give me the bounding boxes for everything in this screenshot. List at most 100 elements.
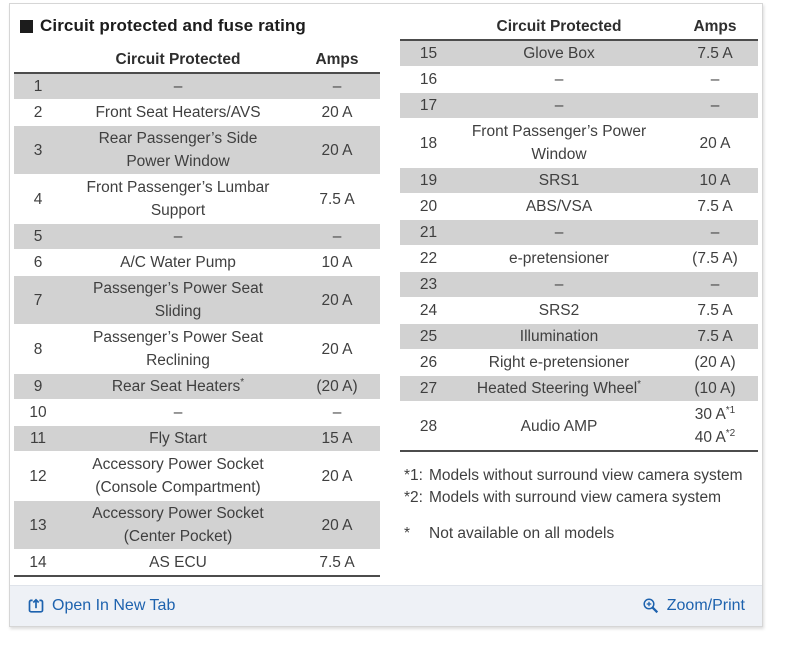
zoom-print-label: Zoom/Print (666, 597, 745, 614)
amps-cell: 20 A (294, 125, 380, 175)
section-title: Circuit protected and fuse rating (20, 16, 380, 36)
amps-cell: 7.5 A (319, 554, 355, 571)
amps-cell: 10 A (672, 167, 758, 194)
column-header-amps: Amps (294, 47, 380, 74)
footnote: * Not available on all models (404, 525, 615, 542)
fuse-row: 10 – – (14, 399, 380, 426)
fuse-number-cell: 14 (29, 554, 47, 571)
fuse-number-cell: 22 (419, 250, 438, 267)
amps-cell: (10 A) (672, 375, 758, 402)
fuse-row: 18 Front Passenger’s Power Window 20 A (400, 118, 758, 168)
fuse-row: 23– – (400, 271, 758, 298)
footnote: *2: Models with surround view camera syst… (404, 489, 722, 506)
circuit-cell: Audio AMP (520, 417, 598, 435)
fuse-row: 9 Rear Seat Heaters* (20 A) (14, 373, 380, 400)
amps-cell: (20 A) (294, 373, 380, 400)
section-title-text: Circuit protected and fuse rating (40, 16, 306, 35)
fuse-number-cell: 25 (400, 323, 446, 350)
amps-cell: – (672, 219, 758, 246)
circuit-cell: Illumination (446, 323, 672, 350)
column-header-circuit: Circuit Protected (446, 14, 672, 41)
fuse-row: 7 Passenger’s Power Seat Sliding 20 A (14, 275, 380, 325)
circuit-cell: – (446, 219, 672, 246)
fuse-row: 20 ABS/VSA 7.5 A (400, 193, 758, 220)
amps-cell: 15 A (294, 425, 380, 452)
fuse-row: 6 A/C Water Pump 10 A (14, 249, 380, 276)
zoom-print-link[interactable]: Zoom/Print (642, 597, 745, 615)
fuse-row: 3 Rear Passenger’s Side Power Window 20 A (14, 125, 380, 175)
table-header-row: Circuit Protected Amps (400, 14, 758, 41)
fuse-number-cell: 15 (400, 40, 446, 67)
fuse-number-cell: 3 (14, 125, 62, 175)
circuit-cell: A/C Water Pump (120, 254, 236, 271)
column-header-number (14, 47, 62, 74)
panel-content: Circuit protected and fuse rating Circui… (10, 4, 762, 585)
fuse-row: 26 Right e-pretensioner (20 A) (400, 349, 758, 376)
fuse-row: 19 SRS1 10 A (400, 167, 758, 194)
fuse-row: 4 Front Passenger’s Lumbar Support 7.5 A (14, 174, 380, 224)
fuse-row: 21– – (400, 219, 758, 246)
circuit-cell: – (62, 223, 294, 250)
fuse-number-cell: 4 (33, 190, 43, 208)
circuit-cell: e-pretensioner (509, 250, 609, 267)
amps-cell: – (672, 92, 758, 119)
fuse-number-cell: 16 (419, 71, 438, 88)
black-square-bullet-icon (20, 19, 33, 33)
circuit-cell: SRS2 (538, 302, 580, 319)
amps-cell: – (672, 271, 758, 298)
open-in-new-tab-link[interactable]: Open In New Tab (27, 597, 175, 615)
fuse-number-cell: 19 (400, 167, 446, 194)
column-header-amps: Amps (672, 14, 758, 41)
fuse-number-cell: 26 (419, 354, 438, 371)
fuse-number-cell: 1 (14, 73, 62, 100)
left-column: Circuit protected and fuse rating Circui… (14, 12, 380, 585)
circuit-cell: Accessory Power Socket (Console Compartm… (92, 456, 264, 496)
fuse-number-cell: 2 (33, 104, 43, 121)
footnote: *1: Models without surround view camera s… (404, 467, 743, 484)
circuit-cell: Heated Steering Wheel* (446, 375, 672, 402)
fuse-rating-panel: Circuit protected and fuse rating Circui… (9, 3, 763, 627)
magnifier-plus-icon (642, 597, 660, 615)
circuit-cell: Rear Seat Heaters* (62, 373, 294, 400)
fuse-number-cell: 13 (14, 500, 62, 550)
circuit-cell: Passenger’s Power Seat Sliding (62, 275, 294, 325)
circuit-cell: ABS/VSA (525, 198, 593, 215)
fuse-row: 11 Fly Start 15 A (14, 425, 380, 452)
fuse-row: 14 AS ECU 7.5 A (14, 549, 380, 576)
amps-cell: – (332, 404, 342, 421)
fuse-row: 1– – (14, 73, 380, 100)
fuse-number-cell: 9 (14, 373, 62, 400)
amps-cell: 20 A (321, 104, 353, 121)
right-column: Circuit Protected Amps 15 Glove Box 7.5 A 1… (400, 12, 758, 585)
fuse-number-cell: 7 (14, 275, 62, 325)
fuse-row: 2 Front Seat Heaters/AVS 20 A (14, 99, 380, 126)
fuse-number-cell: 11 (14, 425, 62, 452)
amps-cell: – (294, 73, 380, 100)
amps-cell: 30 A*1 40 A*2 (694, 404, 736, 446)
fuse-row: 16 – – (400, 66, 758, 93)
circuit-cell: – (446, 92, 672, 119)
amps-cell: 7.5 A (319, 190, 355, 208)
open-in-new-tab-icon (27, 597, 45, 615)
fuse-number-cell: 18 (419, 134, 438, 152)
right-fuse-table: Circuit Protected Amps 15 Glove Box 7.5 A 1… (400, 14, 758, 452)
amps-cell: 20 A (294, 500, 380, 550)
fuse-number-cell: 17 (400, 92, 446, 119)
circuit-cell: Accessory Power Socket (Center Pocket) (62, 500, 294, 550)
footnotes: *1: Models without surround view camera s… (404, 465, 758, 545)
fuse-row: 24 SRS2 7.5 A (400, 297, 758, 324)
fuse-number-cell: 27 (400, 375, 446, 402)
fuse-number-cell: 8 (33, 340, 43, 358)
circuit-cell: Glove Box (446, 40, 672, 67)
amps-cell: 20 A (699, 134, 731, 152)
column-header-circuit: Circuit Protected (62, 47, 294, 74)
amps-cell: 7.5 A (697, 302, 733, 319)
amps-cell: (20 A) (694, 354, 736, 371)
circuit-cell: AS ECU (149, 554, 207, 571)
fuse-number-cell: 20 (419, 198, 438, 215)
left-fuse-table: Circuit Protected Amps 1– –2 Front Seat He… (14, 47, 380, 577)
fuse-row: 28 Audio AMP 30 A*1 40 A*2 (400, 401, 758, 451)
circuit-cell: Right e-pretensioner (488, 354, 630, 371)
fuse-row: 17– – (400, 92, 758, 119)
circuit-cell: – (173, 404, 183, 421)
